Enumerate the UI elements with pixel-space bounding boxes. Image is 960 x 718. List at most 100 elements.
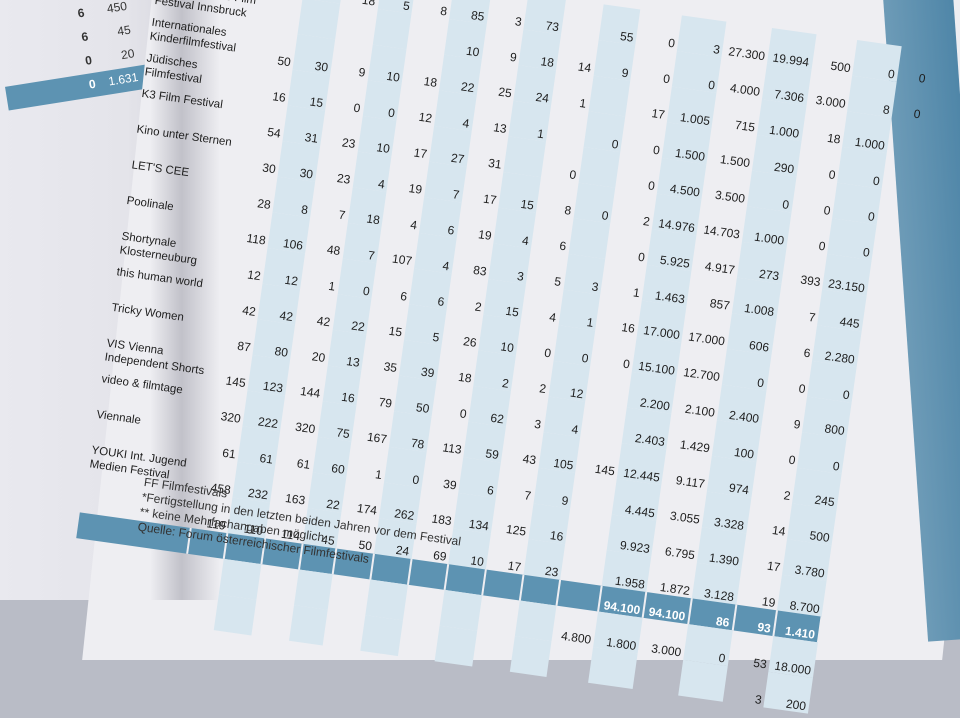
table-cell: 0 <box>797 432 847 475</box>
table-cell: 16 <box>322 365 362 406</box>
table-cell <box>472 631 514 672</box>
table-cell: 290 <box>751 134 802 177</box>
table-cell: 12 <box>262 247 305 289</box>
table-cell: 12.445 <box>616 443 667 486</box>
table-cell <box>372 8 412 50</box>
table-cell: 4.445 <box>611 478 662 521</box>
table-cell <box>580 402 626 443</box>
table-cell: 26 <box>462 334 478 350</box>
table-cell: 30 <box>277 141 320 182</box>
table-cell: 0 <box>553 325 596 367</box>
table-cell: 75 <box>317 401 357 442</box>
table-cell <box>251 600 293 641</box>
table-cell: 23 <box>341 135 357 152</box>
table-cell: 10 <box>478 314 521 356</box>
table-cell <box>477 595 519 636</box>
table-cell: 245 <box>792 467 842 510</box>
table-cell: 113 <box>441 440 463 457</box>
table-cell: 1.000 <box>741 206 792 249</box>
table-cell: 22 <box>332 294 372 335</box>
table-cell <box>335 4 377 45</box>
table-cell: 23 <box>336 171 352 187</box>
table-cell: 144 <box>299 383 322 401</box>
table-cell: 800 <box>802 396 852 439</box>
table-cell: 0 <box>787 452 797 468</box>
left-total-cell: 0 <box>87 76 97 92</box>
table-cell: 3.328 <box>701 491 751 534</box>
table-cell <box>328 574 370 615</box>
table-cell: 3 <box>563 253 606 295</box>
table-cell: 12.700 <box>682 365 721 385</box>
table-cell: 3 <box>676 15 727 58</box>
table-cell: 2 <box>642 214 651 229</box>
table-cell: 39 <box>398 339 442 381</box>
table-cell: 1 <box>327 278 337 294</box>
table-cell: 3.000 <box>650 641 683 660</box>
table-cell: 18 <box>826 130 842 147</box>
table-cell <box>323 610 365 651</box>
table-cell: 17 <box>766 558 782 575</box>
table-cell: 8.700 <box>777 574 827 617</box>
table-cell: 42 <box>241 303 257 319</box>
table-cell: 17 <box>506 558 523 575</box>
table-cell: 13 <box>327 329 367 371</box>
table-cell: 393 <box>799 272 822 290</box>
table-cell <box>570 473 616 514</box>
table-cell: 2 <box>473 299 483 315</box>
table-cell: 4 <box>409 217 419 233</box>
table-cell: 4 <box>543 396 586 438</box>
table-cell: 8 <box>272 176 315 218</box>
table-cell: 16 <box>528 503 571 545</box>
table-cell: 53 <box>752 655 768 672</box>
table-cell: 60 <box>312 436 352 478</box>
table-cell <box>588 75 631 117</box>
table-cell: 500 <box>787 503 837 546</box>
table-cell: 55 <box>598 4 641 46</box>
table-cell <box>293 569 334 610</box>
table-cell: 19.994 <box>766 27 817 70</box>
table-cell <box>585 366 631 407</box>
table-cell: 59 <box>463 421 506 463</box>
table-cell: 0 <box>622 356 631 372</box>
table-cell: 17.000 <box>687 329 726 349</box>
table-cell: 31 <box>487 155 503 172</box>
table-cell <box>578 146 621 188</box>
table-cell <box>407 14 449 55</box>
table-cell: 27 <box>429 125 472 167</box>
table-cell: 3.128 <box>691 562 741 605</box>
table-cell: 0 <box>827 218 877 261</box>
table-cell: 61 <box>295 456 312 472</box>
table-cell: 0 <box>362 80 402 121</box>
table-cell <box>509 636 552 677</box>
table-cell: 6 <box>409 268 452 310</box>
table-cell: 35 <box>382 359 398 376</box>
table-cell: 6 <box>458 457 501 499</box>
table-cell <box>218 558 262 600</box>
table-cell: 0 <box>652 142 661 158</box>
table-cell: 4 <box>414 232 457 274</box>
table-cell: 4.917 <box>704 259 736 278</box>
table-cell: 1.005 <box>666 86 717 129</box>
table-cell: 123 <box>247 354 290 396</box>
table-cell: 1 <box>578 96 588 111</box>
table-cell: 1.872 <box>659 579 691 598</box>
table-cell: 17.000 <box>636 300 687 343</box>
table-cell <box>503 136 546 178</box>
table-cell: 8 <box>847 75 897 118</box>
table-cell: 200 <box>763 671 813 714</box>
table-cell: 27.300 <box>727 44 766 64</box>
table-cell: 4 <box>548 309 558 325</box>
table-cell: 6.795 <box>664 544 696 563</box>
table-cell <box>297 0 341 40</box>
table-cell: 2 <box>473 350 516 392</box>
table-cell: 4.500 <box>656 157 707 200</box>
table-cell: 4.000 <box>729 80 761 99</box>
table-cell: 0 <box>383 446 427 488</box>
table-cell: 42 <box>257 283 300 325</box>
table-cell: 18 <box>347 187 387 228</box>
table-cell: 42 <box>316 313 332 330</box>
table-cell: 9.117 <box>674 473 706 492</box>
table-cell: 0 <box>352 100 362 116</box>
table-cell: 2.280 <box>812 325 862 368</box>
table-cell: 167 <box>366 429 388 447</box>
